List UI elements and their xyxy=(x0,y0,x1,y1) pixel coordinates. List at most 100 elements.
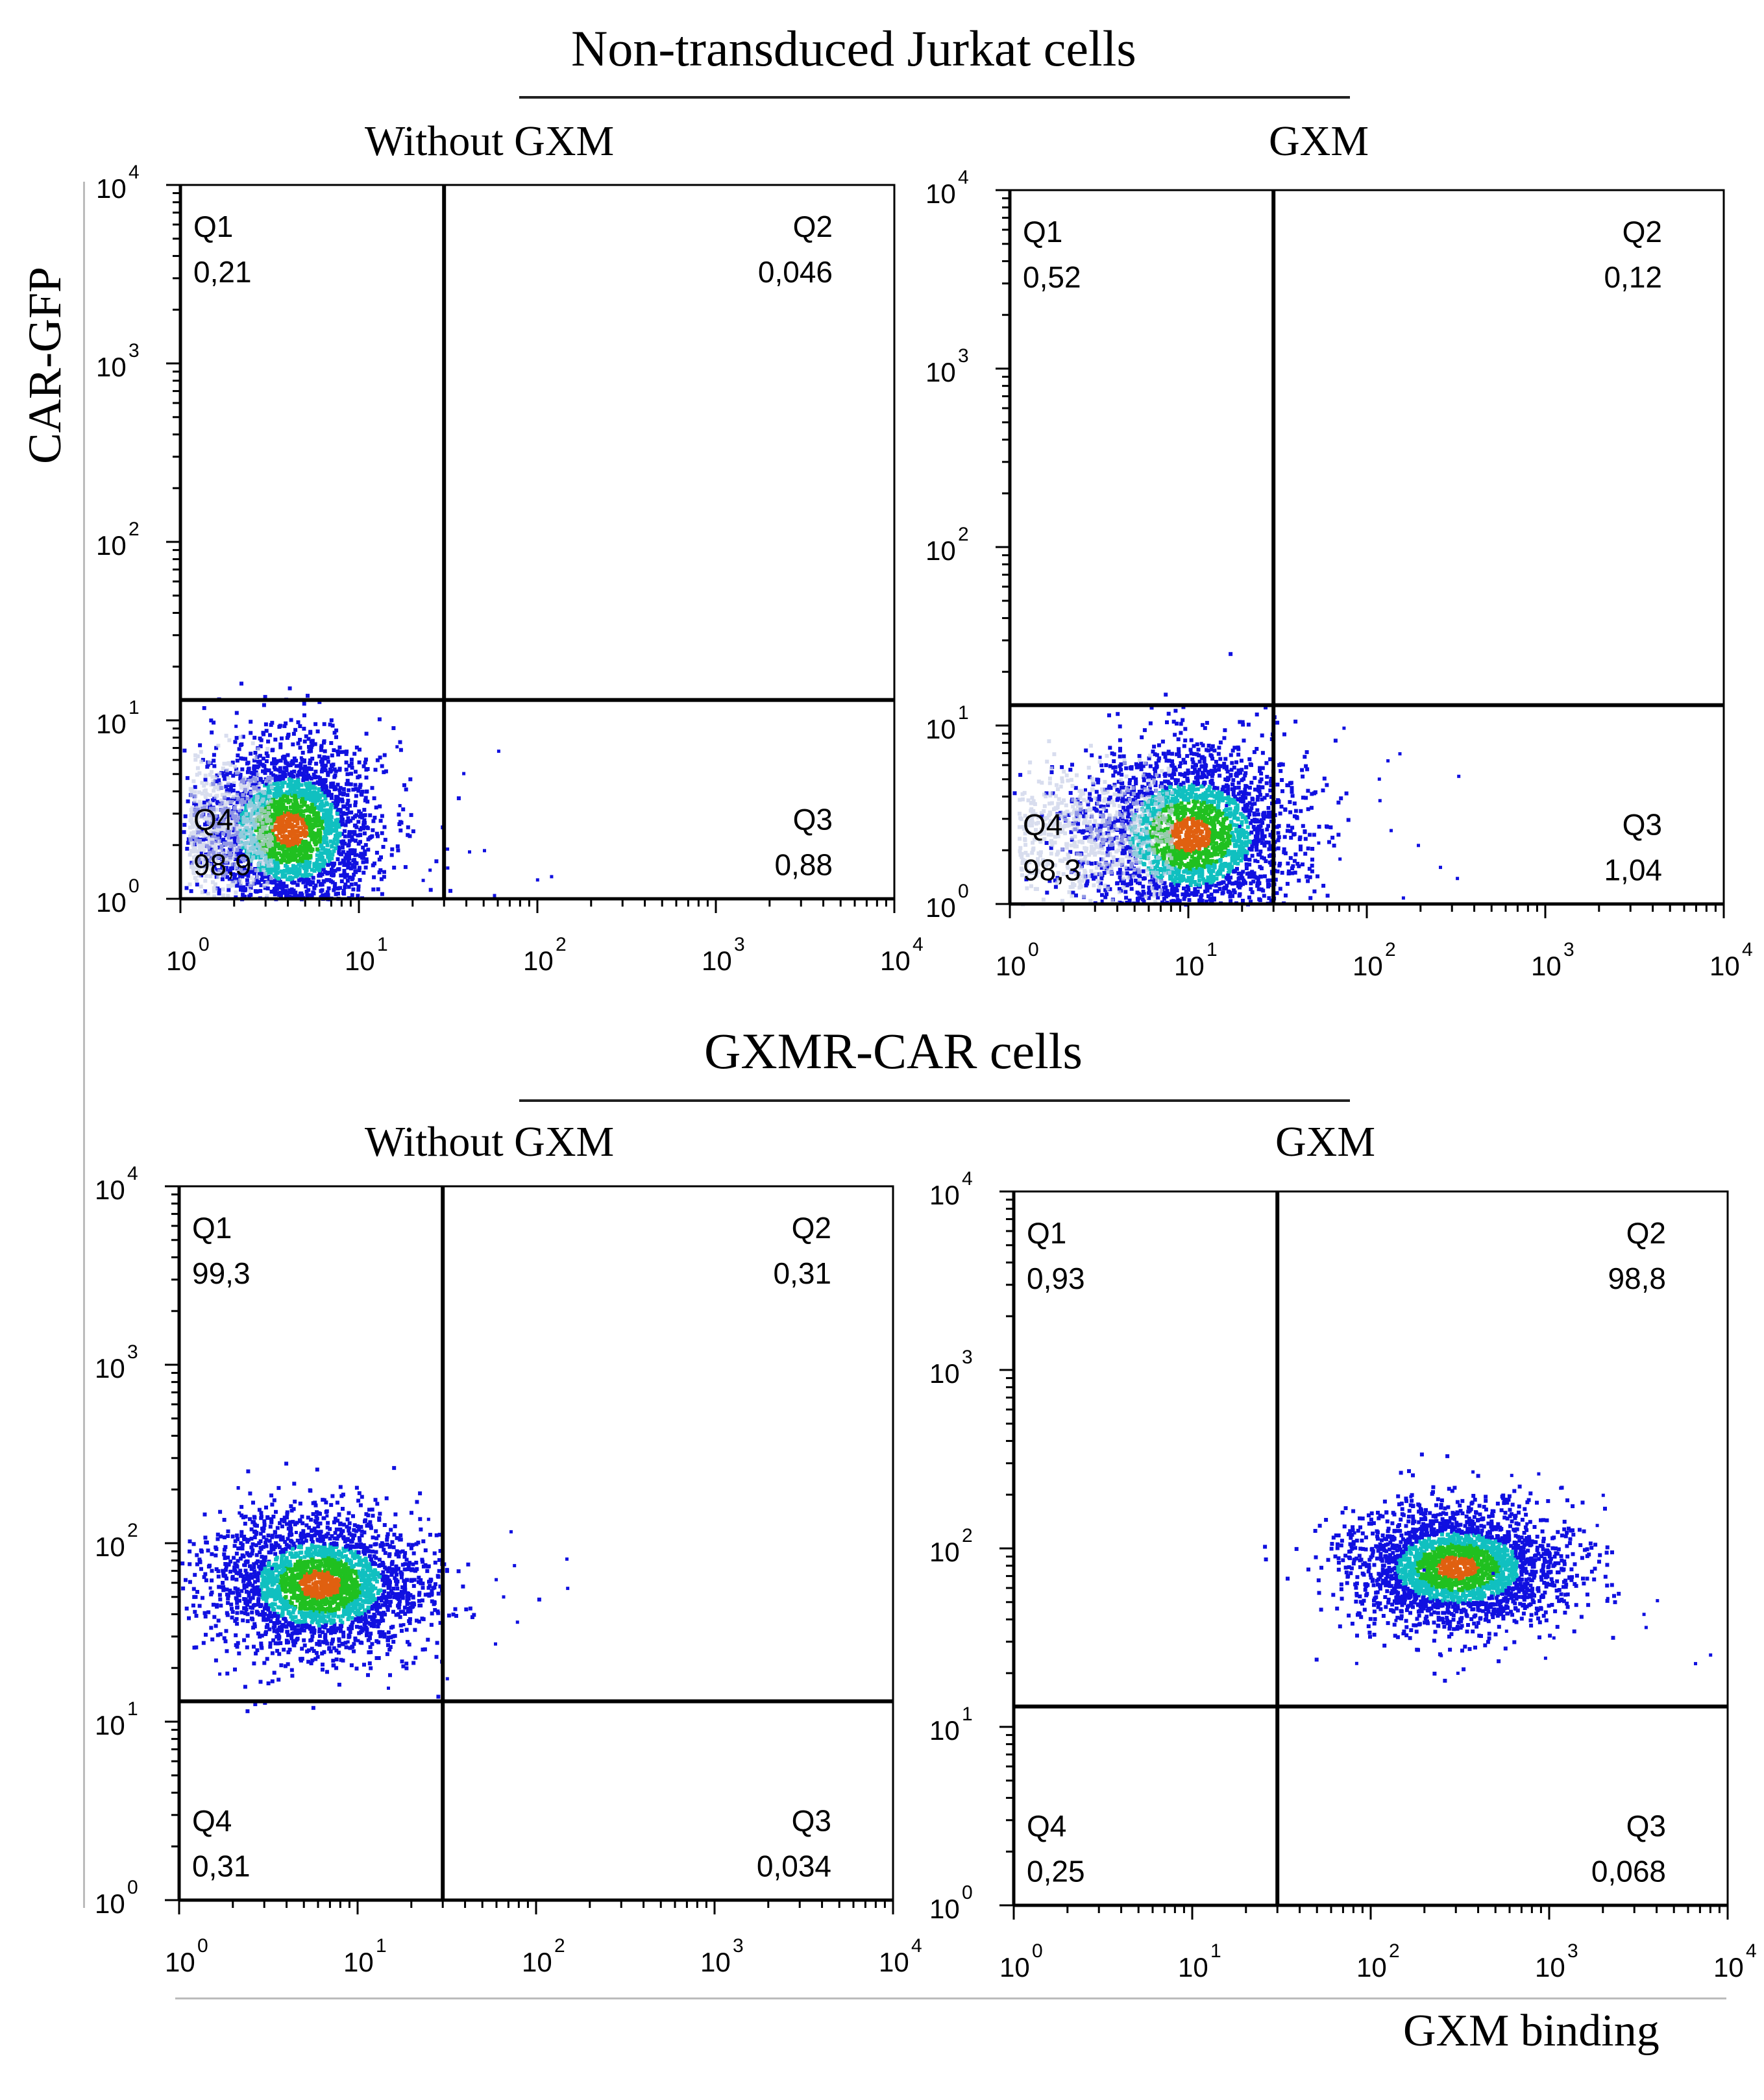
event-dot xyxy=(301,831,306,836)
quadrant-q1-value: 0,21 xyxy=(193,255,252,289)
event-dot xyxy=(300,788,305,792)
event-dot xyxy=(209,824,214,829)
event-dot xyxy=(1222,850,1227,855)
event-dot xyxy=(1207,870,1212,874)
event-dot xyxy=(262,793,267,798)
y-tick-label-exponent: 1 xyxy=(129,697,140,718)
event-dot xyxy=(1195,800,1199,804)
event-dot xyxy=(275,844,279,848)
event-dot xyxy=(1212,862,1216,866)
event-dot xyxy=(219,844,224,849)
event-dot xyxy=(1084,883,1088,888)
event-dot xyxy=(1168,773,1172,777)
event-dot xyxy=(341,861,345,864)
event-dot xyxy=(353,770,358,774)
event-dot xyxy=(1124,819,1129,824)
event-dot xyxy=(352,751,357,756)
event-dot xyxy=(262,809,267,814)
event-dot xyxy=(1172,765,1177,770)
event-dot xyxy=(336,886,340,891)
x-tick-label-exponent: 0 xyxy=(199,934,210,955)
event-dot xyxy=(313,840,317,845)
panel-4-subtitle: GXM xyxy=(1275,1118,1376,1166)
event-dot xyxy=(1093,837,1097,842)
event-dot xyxy=(294,833,299,838)
event-dot xyxy=(1307,866,1312,871)
event-dot xyxy=(334,834,337,838)
event-dot xyxy=(1346,818,1351,822)
event-dot xyxy=(379,855,383,860)
event-dot xyxy=(398,820,402,824)
event-dot xyxy=(373,816,377,820)
event-dot xyxy=(279,853,284,857)
event-dot xyxy=(1138,848,1143,852)
event-dot xyxy=(1290,786,1294,790)
event-dot xyxy=(397,812,401,817)
event-dot xyxy=(1152,799,1157,803)
event-dot xyxy=(1180,861,1184,866)
event-dot xyxy=(288,875,292,879)
event-dot xyxy=(291,831,295,836)
event-dot xyxy=(256,760,260,764)
event-dot xyxy=(354,838,358,843)
event-dot xyxy=(1210,744,1215,748)
event-dot xyxy=(232,836,237,840)
event-dot xyxy=(191,830,196,835)
event-dot xyxy=(1141,764,1145,768)
event-dot xyxy=(347,842,351,847)
event-dot xyxy=(241,845,245,849)
event-dot xyxy=(305,881,310,886)
event-dot xyxy=(238,820,242,824)
event-dot xyxy=(265,882,269,886)
event-dot xyxy=(232,844,236,848)
event-dot xyxy=(268,781,273,785)
event-dot xyxy=(1160,829,1164,833)
event-dot xyxy=(1142,892,1146,896)
event-dot xyxy=(349,810,354,814)
event-dot xyxy=(1145,844,1149,848)
event-dot xyxy=(1293,870,1297,875)
event-dot xyxy=(182,830,186,835)
event-dot xyxy=(239,681,243,686)
event-dot xyxy=(1285,783,1290,787)
event-dot xyxy=(282,794,287,798)
event-dot xyxy=(232,781,236,785)
event-dot xyxy=(214,858,218,862)
event-dot xyxy=(199,873,204,877)
event-dot xyxy=(289,823,294,827)
event-dot xyxy=(189,840,193,845)
event-dot xyxy=(326,886,331,890)
event-dot xyxy=(248,883,252,888)
event-dot xyxy=(289,805,293,809)
event-dot xyxy=(211,814,215,818)
event-dot xyxy=(301,846,306,849)
event-dot xyxy=(341,787,346,791)
event-dot xyxy=(212,759,216,763)
event-dot xyxy=(292,756,297,761)
event-dot xyxy=(233,848,237,853)
event-dot xyxy=(273,840,277,845)
event-dot xyxy=(341,890,346,895)
event-dot xyxy=(217,839,221,844)
event-dot xyxy=(308,825,313,830)
event-dot xyxy=(1141,890,1145,894)
event-dot xyxy=(249,801,254,806)
event-dot xyxy=(1177,805,1182,810)
event-dot xyxy=(1260,797,1264,801)
event-dot xyxy=(1182,798,1186,802)
event-dot xyxy=(232,784,236,787)
event-dot xyxy=(282,770,286,774)
event-dot xyxy=(1221,868,1225,872)
event-dot xyxy=(245,770,250,774)
event-dot xyxy=(288,830,292,835)
event-dot xyxy=(227,839,231,844)
event-dot xyxy=(252,852,257,856)
event-dot xyxy=(253,755,258,760)
event-dot xyxy=(249,720,253,724)
event-dot xyxy=(267,783,272,787)
event-dot xyxy=(1221,890,1225,895)
event-dot xyxy=(304,870,308,875)
event-dot xyxy=(1060,765,1064,770)
event-dot xyxy=(298,738,302,742)
event-dot xyxy=(1189,792,1194,796)
